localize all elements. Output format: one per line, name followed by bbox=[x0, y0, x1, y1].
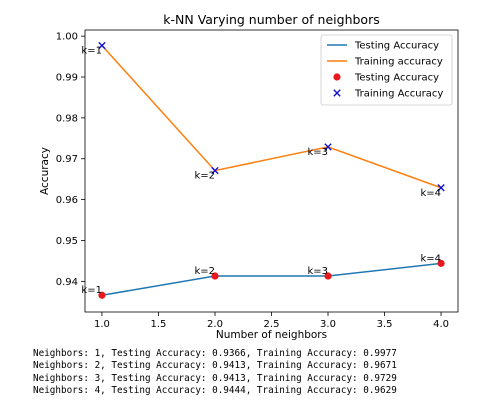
testing-point bbox=[98, 291, 106, 299]
x-axis-label: Number of neighbors bbox=[216, 329, 327, 341]
training-annotation: k=4 bbox=[420, 188, 441, 199]
legend-label: Training accuracy bbox=[354, 57, 443, 68]
series-line bbox=[101, 45, 442, 189]
legend-x-swatch bbox=[333, 89, 341, 97]
x-tick-label: 3.5 bbox=[377, 319, 393, 330]
series-line bbox=[101, 262, 442, 296]
y-tick-label: 0.96 bbox=[56, 195, 78, 206]
console-line: Neighbors: 1, Testing Accuracy: 0.9366, … bbox=[33, 348, 397, 359]
training-point bbox=[98, 41, 106, 50]
axes: 1.0 1.5 2.0 2.5 3.0 3.5 4.0 0.94 0.95 0.96 0.97 0.9… bbox=[56, 32, 449, 330]
console-line: Neighbors: 3, Testing Accuracy: 0.9413, … bbox=[33, 372, 397, 384]
training-point bbox=[324, 143, 332, 151]
testing-annotation: k=4 bbox=[420, 253, 441, 264]
y-tick-label: 0.94 bbox=[56, 277, 78, 288]
console-line: Neighbors: 2, Testing Accuracy: 0.9413, … bbox=[33, 360, 397, 372]
console-line: Neighbors: 4, Testing Accuracy: 0.9444, … bbox=[33, 384, 397, 396]
training-annotation: k=2 bbox=[194, 171, 215, 182]
x-tick-label: 1.0 bbox=[94, 319, 110, 330]
testing-annotation: k=1 bbox=[81, 285, 102, 296]
legend: Testing Accuracy Training accuracy Testing… bbox=[320, 34, 453, 106]
legend-box bbox=[320, 34, 453, 106]
y-axis-label: Accuracy bbox=[39, 147, 51, 195]
y-tick-label: 0.99 bbox=[56, 73, 78, 84]
testing-point bbox=[437, 259, 445, 267]
legend-label: Testing Accuracy bbox=[354, 73, 439, 84]
training-annotation: k=3 bbox=[307, 147, 328, 158]
training-annotation: k=1 bbox=[81, 46, 102, 57]
chart-title: k-NN Varying number of neighbors bbox=[163, 12, 379, 27]
x-tick-label: 3.0 bbox=[320, 319, 336, 330]
y-tick-label: 0.98 bbox=[56, 113, 78, 124]
point-annotations: k=1 k=2 k=3 k=4 k=1 k=2 k=3 k=4 bbox=[81, 46, 441, 297]
x-tick-label: 4.0 bbox=[433, 319, 449, 330]
series-layer bbox=[98, 41, 445, 299]
training-point bbox=[437, 184, 445, 192]
y-tick-label: 0.95 bbox=[56, 236, 78, 247]
testing-point bbox=[211, 272, 219, 280]
x-tick-label: 1.5 bbox=[151, 319, 167, 330]
testing-annotation: k=2 bbox=[194, 266, 215, 277]
legend-label: Testing Accuracy bbox=[354, 41, 439, 52]
y-tick-label: 0.97 bbox=[56, 154, 78, 165]
y-tick-label: 1.00 bbox=[56, 32, 78, 43]
x-tick-label: 2.5 bbox=[264, 319, 280, 330]
chart: k-NN Varying number of neighbors Number … bbox=[39, 12, 459, 341]
training-point bbox=[211, 166, 219, 175]
console-output: Neighbors: 1, Testing Accuracy: 0.9366, … bbox=[33, 348, 397, 397]
x-tick-label: 2.0 bbox=[207, 319, 223, 330]
testing-annotation: k=3 bbox=[307, 266, 328, 277]
testing-point bbox=[324, 272, 332, 280]
legend-circle-swatch bbox=[333, 73, 341, 81]
legend-label: Training Accuracy bbox=[354, 89, 443, 100]
